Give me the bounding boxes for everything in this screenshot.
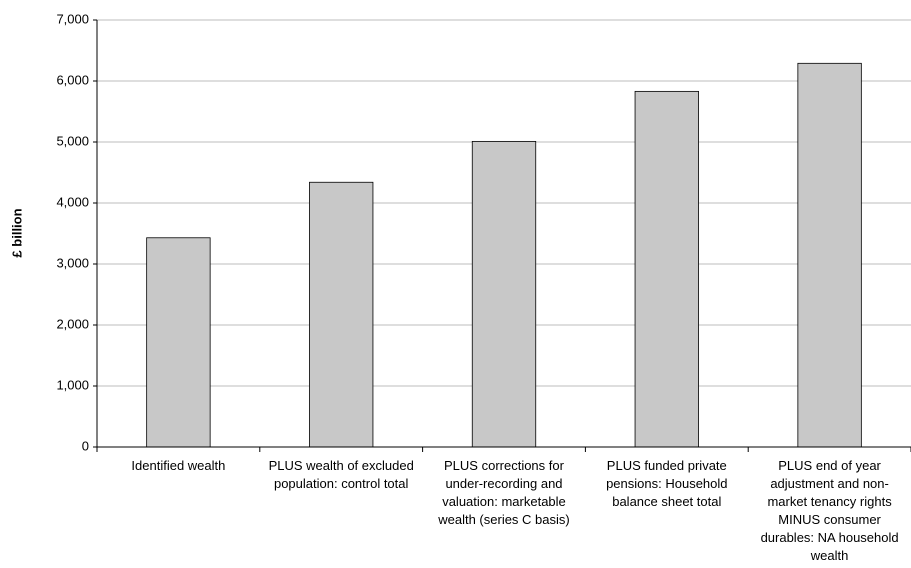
bar: [471, 140, 537, 448]
y-tick-label: 7,000: [56, 11, 89, 26]
bar: [309, 181, 374, 448]
x-tick-label: PLUS end of year adjustment and non-mark…: [760, 458, 899, 563]
y-tick-label: 4,000: [56, 194, 89, 209]
x-tick-label: PLUS funded private pensions: Household …: [606, 458, 728, 509]
y-tick-label: 0: [82, 438, 89, 453]
bar: [146, 237, 211, 448]
bar: [634, 90, 699, 448]
x-tick-label: Identified wealth: [131, 458, 226, 473]
bar: [797, 62, 862, 448]
y-tick-label: 1,000: [56, 377, 89, 392]
x-tick-label: PLUS wealth of excluded population: cont…: [268, 458, 414, 491]
y-axis-label: £ billion: [9, 208, 24, 257]
x-tick-label: PLUS corrections for under-recording and…: [438, 458, 570, 527]
y-tick-label: 6,000: [56, 72, 89, 87]
y-tick-label: 2,000: [56, 316, 89, 331]
y-tick-label: 5,000: [56, 133, 89, 148]
y-tick-label: 3,000: [56, 255, 89, 270]
